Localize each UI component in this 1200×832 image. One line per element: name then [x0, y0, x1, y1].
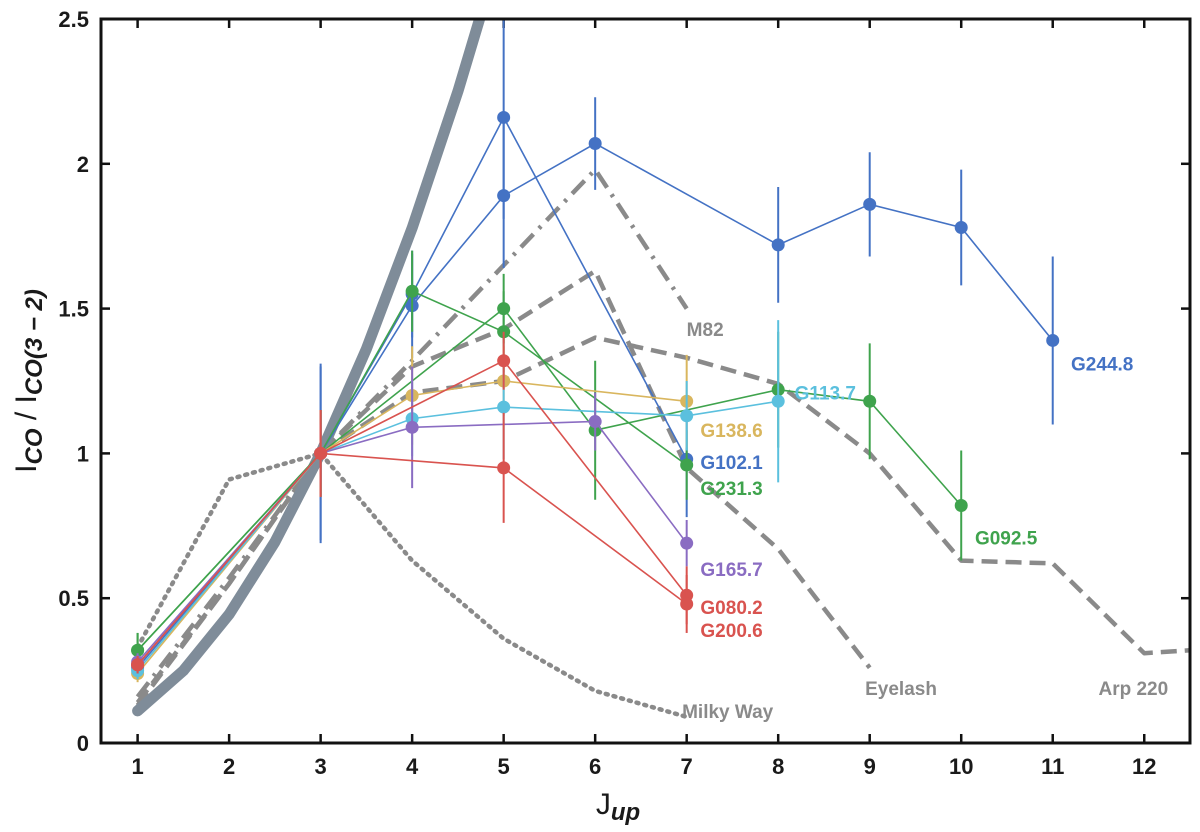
data-point	[771, 394, 785, 408]
label-eyelash: Eyelash	[865, 679, 937, 700]
data-point	[680, 536, 694, 550]
data-point	[863, 197, 877, 211]
label-g165-7: G165.7	[700, 560, 762, 581]
label-g102-1: G102.1	[700, 453, 763, 474]
data-point	[497, 354, 511, 368]
label-g080-2: G080.2	[700, 598, 762, 619]
x-axis-title: Jup	[596, 788, 640, 826]
y-tick-label-2: 1	[77, 441, 89, 466]
data-point	[497, 400, 511, 414]
data-series	[131, 19, 1060, 683]
ref-curve-arp-220	[135, 335, 1190, 707]
x-tick-label-7: 7	[681, 754, 693, 779]
data-point	[588, 137, 602, 151]
x-tick-label-6: 6	[589, 754, 601, 779]
x-tick-label-3: 3	[315, 754, 327, 779]
series-line-g200-6	[136, 452, 688, 666]
x-tick-label-2: 2	[223, 754, 235, 779]
label-g200-6: G200.6	[700, 621, 762, 642]
data-point	[405, 284, 419, 298]
data-point	[680, 409, 694, 423]
data-point	[954, 221, 968, 235]
reference-models	[132, 19, 1190, 720]
y-tick-label-4: 2	[77, 152, 89, 177]
data-point	[497, 302, 511, 316]
data-point	[497, 110, 511, 124]
data-point	[680, 458, 694, 472]
x-tick-label-12: 12	[1132, 754, 1156, 779]
ref-curve-thermal	[132, 19, 486, 717]
label-arp-220: Arp 220	[1098, 679, 1168, 700]
y-tick-label-5: 2.5	[58, 7, 89, 32]
data-point	[771, 238, 785, 252]
label-g138-6: G138.6	[700, 421, 762, 442]
data-point	[954, 499, 968, 513]
label-m82: M82	[687, 320, 724, 341]
y-tick-label-1: 0.5	[58, 586, 89, 611]
x-tick-label-4: 4	[406, 754, 419, 779]
label-milky-way: Milky Way	[682, 702, 774, 723]
plot-frame	[99, 17, 1192, 745]
data-point	[863, 394, 877, 408]
series-g200-6	[131, 409, 694, 674]
data-point	[405, 420, 419, 434]
x-tick-label-10: 10	[949, 754, 973, 779]
label-g113-7: G113.7	[795, 384, 856, 405]
label-g231-3: G231.3	[700, 479, 762, 500]
y-axis-title: ICO / ICO(3 − 2)	[10, 289, 48, 473]
data-point	[314, 446, 328, 460]
x-tick-label-11: 11	[1041, 754, 1064, 779]
x-tick-label-5: 5	[498, 754, 510, 779]
data-point	[497, 461, 511, 475]
x-tick-label-8: 8	[772, 754, 784, 779]
y-tick-label-3: 1.5	[58, 297, 89, 322]
x-tick-label-9: 9	[864, 754, 876, 779]
data-point	[131, 643, 145, 657]
ref-curve-milky-way	[135, 451, 689, 720]
data-point	[131, 658, 145, 672]
data-point	[588, 415, 602, 429]
y-tick-label-0: 0	[77, 731, 89, 756]
label-g244-8: G244.8	[1071, 355, 1133, 376]
label-g092-5: G092.5	[975, 528, 1038, 549]
x-tick-label-1: 1	[131, 754, 143, 779]
data-point	[1046, 333, 1060, 347]
annotations: M82 G244.8 G113.7 G138.6 G102.1 G231.3 G092.5 G…	[682, 320, 1168, 723]
data-point	[680, 597, 694, 611]
